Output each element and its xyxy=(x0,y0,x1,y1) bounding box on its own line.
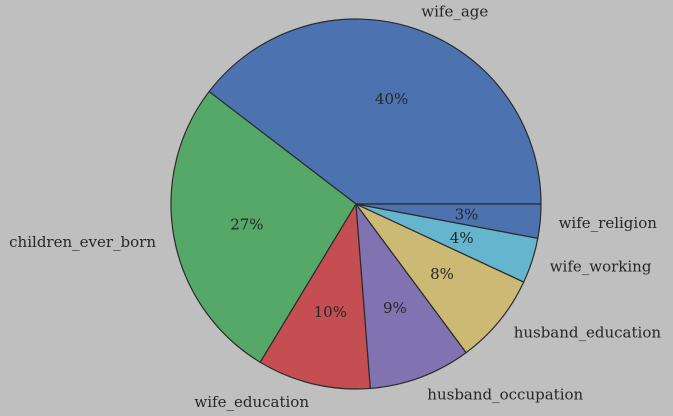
pie-slice-wife-education xyxy=(259,203,371,390)
slice-label-wife-education: wife_education xyxy=(194,393,309,411)
slice-label-wife-religion: wife_religion xyxy=(559,214,658,232)
pct-label-wife-age: 40% xyxy=(375,90,408,108)
slice-label-wife-working: wife_working xyxy=(550,257,652,275)
pie-slices xyxy=(170,18,542,390)
pie-slice-husband-education xyxy=(355,203,525,354)
pct-label-children-ever-born: 27% xyxy=(230,216,263,234)
pct-label-wife-religion: 3% xyxy=(455,205,479,223)
pie-slice-wife-age xyxy=(208,18,542,205)
slice-label-husband-education: husband_education xyxy=(514,324,662,342)
pct-label-husband-occupation: 9% xyxy=(383,299,407,317)
pie-slice-wife-religion xyxy=(355,203,542,239)
pct-label-husband-education: 8% xyxy=(430,265,454,283)
pie-slice-husband-occupation xyxy=(355,203,467,390)
slice-label-husband-occupation: husband_occupation xyxy=(427,386,583,404)
pct-label-wife-working: 4% xyxy=(450,229,474,247)
pct-label-wife-education: 10% xyxy=(314,303,347,321)
pie-labels: 40% wife_age 27% children_ever_born 10% wife_… xyxy=(9,2,661,411)
slice-label-children-ever-born: children_ever_born xyxy=(9,233,156,251)
pie-slice-children-ever-born xyxy=(170,90,357,363)
slice-label-wife-age: wife_age xyxy=(421,2,488,20)
